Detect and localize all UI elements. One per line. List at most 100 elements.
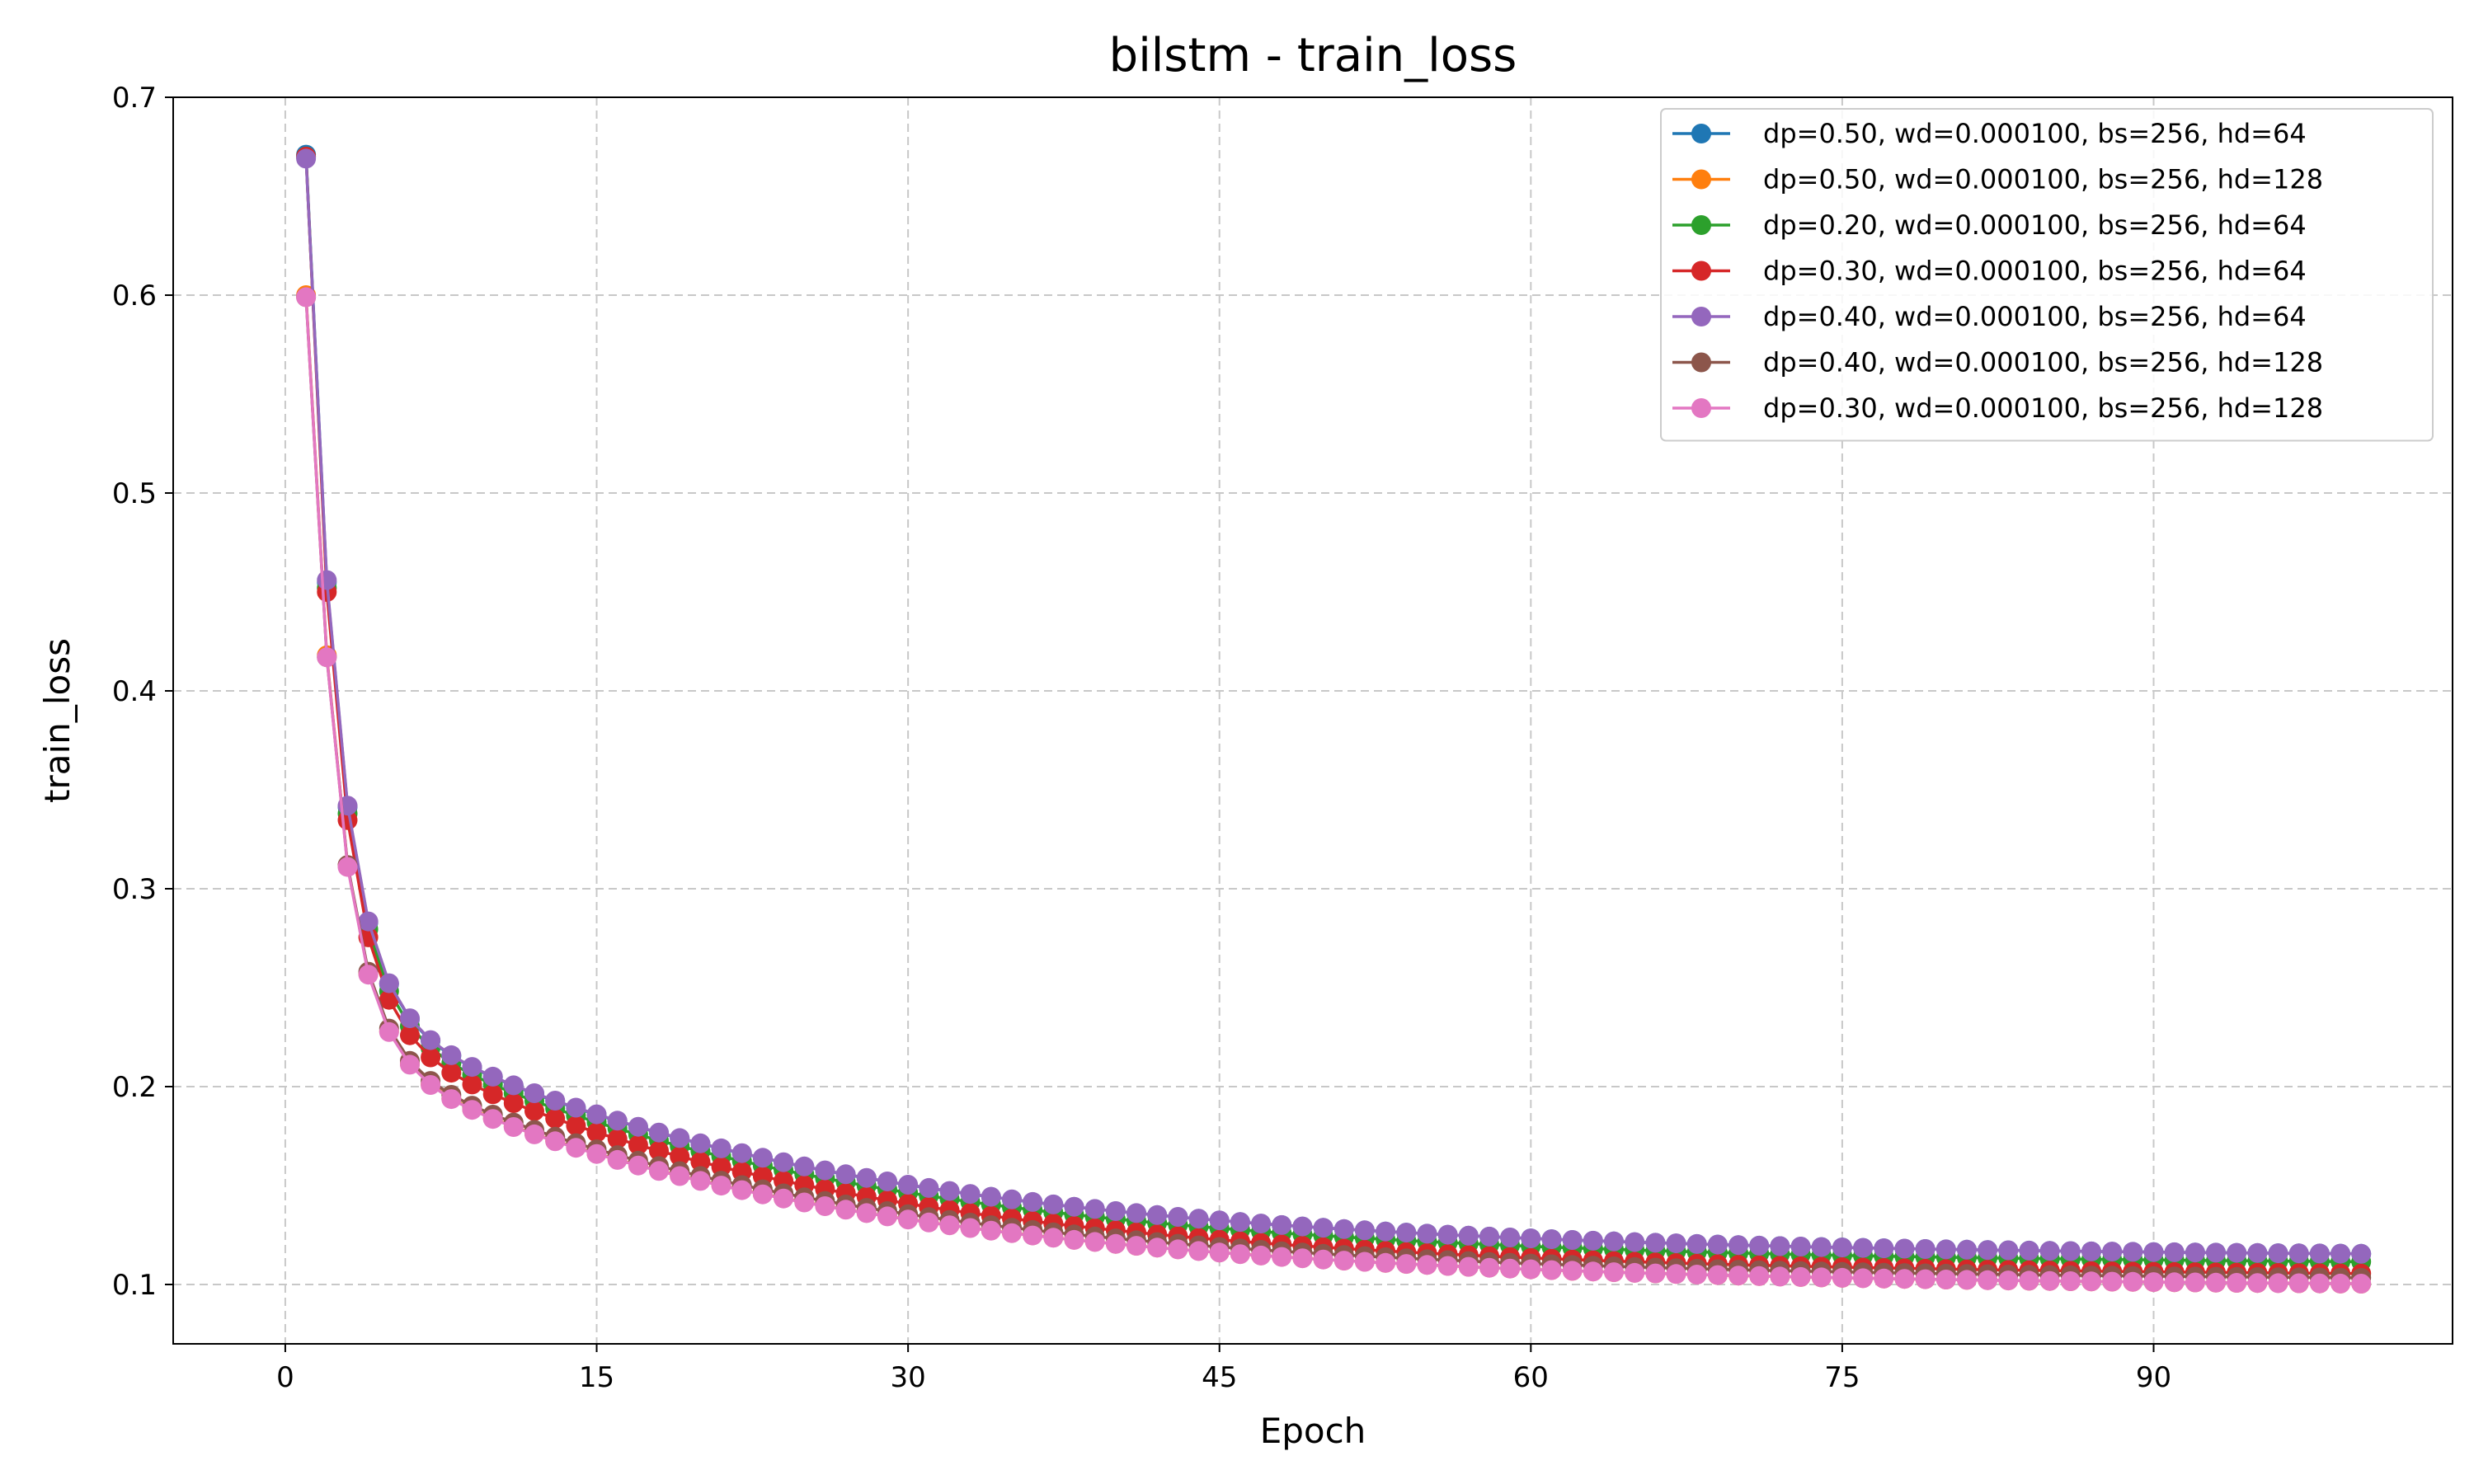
legend-marker bbox=[1691, 169, 1711, 190]
x-tick-label: 0 bbox=[276, 1361, 294, 1394]
x-tick-label: 90 bbox=[2136, 1361, 2171, 1394]
data-point bbox=[670, 1166, 690, 1186]
data-point bbox=[1354, 1220, 1375, 1241]
data-point bbox=[1292, 1248, 1313, 1269]
data-point bbox=[545, 1108, 566, 1129]
data-point bbox=[731, 1143, 752, 1163]
data-point bbox=[1230, 1212, 1250, 1233]
data-point bbox=[1541, 1229, 1562, 1250]
legend-entry: dp=0.20, wd=0.000100, bs=256, hd=64 bbox=[1672, 209, 2307, 241]
data-point bbox=[545, 1131, 566, 1152]
data-point bbox=[482, 1109, 503, 1129]
data-point bbox=[960, 1218, 981, 1238]
data-point bbox=[1209, 1210, 1230, 1231]
data-point bbox=[1935, 1270, 1956, 1289]
data-point bbox=[586, 1122, 607, 1143]
data-point bbox=[441, 1045, 462, 1065]
data-point bbox=[794, 1156, 815, 1176]
data-point bbox=[670, 1146, 690, 1167]
data-point bbox=[1417, 1223, 1437, 1244]
data-point bbox=[503, 1117, 524, 1137]
data-point bbox=[1043, 1228, 1064, 1248]
data-point bbox=[1686, 1233, 1707, 1254]
data-point bbox=[1729, 1266, 1748, 1286]
data-point bbox=[1064, 1229, 1084, 1250]
data-point bbox=[1770, 1266, 1790, 1287]
legend-label: dp=0.30, wd=0.000100, bs=256, hd=64 bbox=[1763, 256, 2307, 287]
x-tick-label: 30 bbox=[890, 1361, 925, 1394]
data-point bbox=[2351, 1274, 2372, 1294]
data-point bbox=[1168, 1207, 1188, 1227]
chart-title: bilstm - train_loss bbox=[1109, 29, 1517, 82]
data-point bbox=[2019, 1240, 2039, 1261]
data-point bbox=[877, 1172, 897, 1191]
series-line bbox=[304, 297, 2362, 1280]
data-point bbox=[877, 1206, 897, 1227]
data-point bbox=[379, 989, 399, 1010]
data-point bbox=[607, 1149, 628, 1170]
data-point bbox=[1853, 1237, 1874, 1258]
data-point bbox=[939, 1215, 960, 1236]
data-point bbox=[794, 1192, 815, 1213]
data-point bbox=[1002, 1223, 1022, 1243]
data-point bbox=[1583, 1230, 1603, 1251]
data-point bbox=[2331, 1243, 2351, 1264]
data-point bbox=[1604, 1262, 1624, 1283]
data-point bbox=[731, 1180, 752, 1200]
data-point bbox=[2309, 1273, 2330, 1294]
data-point bbox=[919, 1177, 939, 1198]
data-point bbox=[1874, 1238, 1894, 1259]
data-point bbox=[1251, 1214, 1272, 1234]
data-point bbox=[1521, 1228, 1541, 1249]
data-point bbox=[296, 148, 317, 169]
data-point bbox=[711, 1138, 731, 1158]
legend-marker bbox=[1691, 215, 1711, 235]
x-tick-label: 75 bbox=[1824, 1361, 1860, 1394]
data-point bbox=[1126, 1203, 1146, 1223]
y-tick-label: 0.5 bbox=[112, 477, 157, 510]
data-point bbox=[2019, 1270, 2039, 1291]
data-point bbox=[2123, 1242, 2143, 1262]
y-tick-label: 0.7 bbox=[112, 82, 157, 115]
data-point bbox=[1729, 1235, 1748, 1256]
data-point bbox=[898, 1175, 919, 1195]
data-point bbox=[1915, 1239, 1935, 1259]
y-tick-label: 0.3 bbox=[112, 873, 157, 906]
data-point bbox=[1749, 1235, 1770, 1256]
data-point bbox=[607, 1129, 628, 1149]
data-point bbox=[1707, 1265, 1728, 1285]
data-point bbox=[1811, 1237, 1832, 1257]
data-point bbox=[1272, 1214, 1292, 1235]
data-point bbox=[835, 1164, 856, 1185]
data-point bbox=[670, 1128, 690, 1148]
data-point bbox=[1666, 1264, 1686, 1284]
data-point bbox=[1978, 1240, 1998, 1261]
series-layer bbox=[296, 144, 2372, 1294]
data-point bbox=[1417, 1255, 1437, 1275]
data-point bbox=[628, 1116, 648, 1137]
series-line bbox=[304, 297, 2362, 1285]
data-point bbox=[1479, 1257, 1499, 1278]
data-point bbox=[1770, 1236, 1790, 1256]
data-point bbox=[358, 965, 379, 985]
data-point bbox=[545, 1091, 566, 1111]
data-point bbox=[1354, 1252, 1375, 1272]
data-point bbox=[1105, 1233, 1126, 1254]
data-point bbox=[711, 1176, 731, 1196]
data-point bbox=[482, 1084, 503, 1105]
legend-marker bbox=[1691, 261, 1711, 281]
data-point bbox=[1023, 1191, 1043, 1212]
legend-entry: dp=0.40, wd=0.000100, bs=256, hd=128 bbox=[1672, 347, 2323, 378]
data-point bbox=[400, 1054, 420, 1075]
data-point bbox=[939, 1181, 960, 1201]
data-point bbox=[1562, 1261, 1583, 1281]
data-point bbox=[649, 1140, 669, 1161]
data-point bbox=[1541, 1260, 1562, 1280]
y-tick-label: 0.4 bbox=[112, 675, 157, 708]
data-point bbox=[2206, 1272, 2226, 1293]
data-point bbox=[1376, 1221, 1396, 1242]
data-point bbox=[1437, 1256, 1458, 1276]
data-point bbox=[1084, 1199, 1105, 1219]
data-point bbox=[421, 1075, 441, 1095]
data-point bbox=[1853, 1268, 1874, 1289]
